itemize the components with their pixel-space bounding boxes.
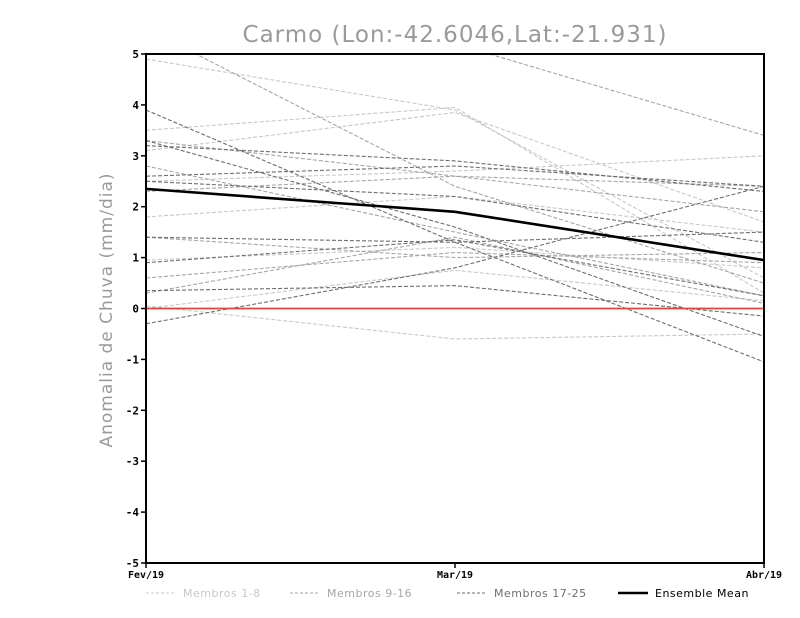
member-line-m1: [146, 58, 764, 279]
member-line-m20: [146, 165, 764, 187]
member-line-m18: [146, 139, 764, 338]
y-tick-label: -5: [126, 557, 139, 570]
member-line-m4: [146, 155, 764, 182]
x-tick-label: Mar/19: [437, 570, 473, 581]
member-line-m23: [146, 239, 764, 297]
y-tick-label: -3: [126, 455, 139, 468]
y-tick-label: 1: [132, 252, 139, 265]
legend-label: Membros 1-8: [183, 587, 261, 600]
member-line-m12: [146, 236, 764, 259]
y-tick-label: -1: [126, 353, 140, 366]
member-line-m13: [146, 251, 764, 279]
member-line-m8: [146, 269, 764, 310]
y-tick-label: -4: [126, 506, 140, 519]
legend: Membros 1-8 Membros 9-16 Membros 17-25 Ense…: [146, 587, 749, 600]
member-line-m15: [146, 165, 764, 297]
member-line-m2: [146, 106, 764, 294]
y-axis-ticks: 5 4 3 2 1 0 -1 -2 -3 -4 -5: [126, 48, 146, 570]
member-line-m7: [146, 305, 764, 340]
member-line-m3: [146, 111, 764, 223]
y-tick-label: 5: [132, 48, 139, 61]
member-line-m19: [146, 145, 764, 192]
member-lines: [146, 54, 764, 363]
y-tick-label: 0: [132, 303, 139, 316]
member-line-m22: [146, 231, 764, 243]
member-line-m25: [146, 185, 764, 325]
member-line-m9: [194, 54, 764, 284]
chart-title: Carmo (Lon:-42.6046,Lat:-21.931): [243, 22, 668, 48]
x-axis-ticks: Fev/19 Mar/19 Abr/19: [128, 563, 782, 581]
member-line-m10: [146, 139, 764, 213]
y-tick-label: 2: [132, 201, 139, 214]
member-line-m6: [146, 246, 764, 269]
x-tick-label: Abr/19: [746, 570, 782, 581]
legend-label: Membros 17-25: [494, 587, 587, 600]
member-line-m21: [146, 180, 764, 243]
member-line-m24: [146, 285, 764, 317]
ensemble-mean-line: [145, 187, 765, 262]
y-tick-label: -2: [126, 404, 139, 417]
legend-label: Membros 9-16: [327, 587, 412, 600]
legend-label: Ensemble Mean: [655, 587, 749, 600]
y-tick-label: 3: [132, 150, 139, 163]
member-line-m14: [146, 236, 764, 304]
member-line-m17: [146, 109, 764, 363]
y-axis-label: Anomalia de Chuva (mm/dia): [97, 172, 117, 447]
y-tick-label: 4: [132, 99, 139, 112]
x-tick-label: Fev/19: [128, 570, 164, 581]
